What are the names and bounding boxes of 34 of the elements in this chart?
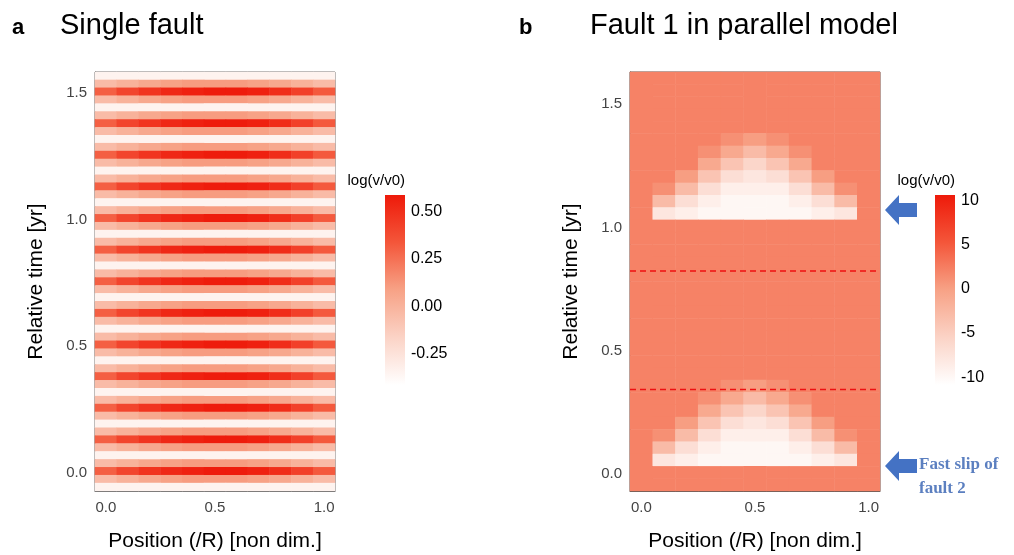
y-tick-label: 1.0 (66, 209, 87, 227)
x-tick-label: 0.0 (630, 498, 652, 515)
color-bar-label: -5 (961, 323, 976, 341)
color-bar-label: 0.50 (411, 201, 443, 219)
y-tick-label: 0.0 (601, 464, 622, 482)
x-tick-label: 0.0 (95, 498, 117, 515)
y-tick-label: 0.0 (66, 462, 87, 480)
x-tick-label: 0.5 (744, 498, 766, 515)
color-bar-label: 0.25 (411, 249, 443, 267)
chart-title: Single fault (60, 7, 204, 40)
y-tick-label: 0.5 (66, 336, 87, 354)
x-axis-title: Position (/R) [non dim.] (108, 528, 322, 551)
y-tick-label: 1.0 (601, 217, 622, 235)
x-tick-label: 1.0 (313, 498, 335, 515)
color-bar-label: 0 (961, 279, 970, 297)
text: Fast slip of fault 2 (919, 453, 1000, 499)
text: b (519, 14, 533, 40)
color-bar-label: 10 (961, 190, 979, 208)
color-bar-label: -10 (961, 367, 985, 385)
text: a (12, 14, 25, 40)
y-tick-label: 1.5 (66, 83, 87, 101)
y-tick-label: 0.5 (601, 340, 622, 358)
color-bar-title: log(v/v0) (897, 171, 955, 188)
x-axis-title: Position (/R) [non dim.] (648, 528, 862, 551)
x-tick-label: 1.0 (858, 498, 880, 515)
y-axis-title: Relative time [yr] (23, 203, 46, 360)
color-bar-label: 5 (961, 235, 970, 253)
color-bar-label: 0.00 (411, 296, 443, 314)
color-bar-label: -0.25 (411, 344, 448, 362)
y-tick-label: 1.5 (601, 94, 622, 112)
color-bar-title: log(v/v0) (347, 171, 405, 188)
x-tick-label: 0.5 (204, 498, 226, 515)
y-axis-title: Relative time [yr] (558, 203, 581, 360)
chart-title: Fault 1 in parallel model (590, 7, 898, 40)
